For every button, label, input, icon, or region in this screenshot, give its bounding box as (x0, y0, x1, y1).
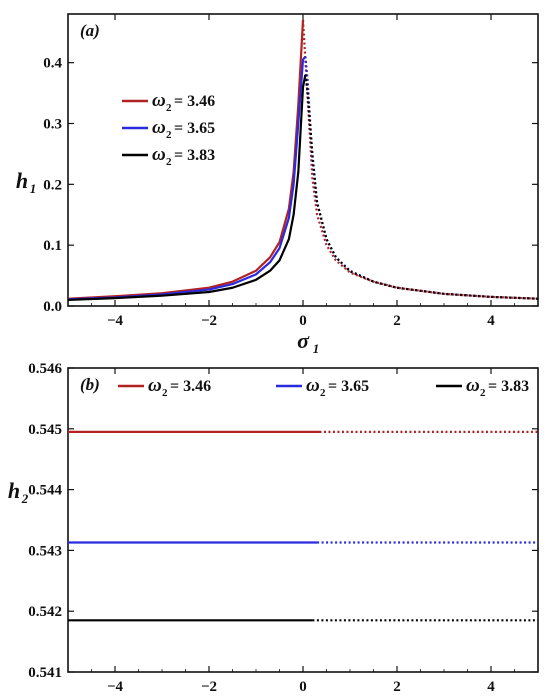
series-line-dotted (304, 56, 538, 300)
panel-a: −4 −2 0 2 40.00.10.20.30.4σ 1h 1(a)ω 2 = 3.46ω 2 =… (16, 13, 539, 356)
series-line-solid (68, 20, 305, 300)
y-tick-label: 0.541 (28, 665, 62, 681)
y-tick-label: 0.1 (43, 238, 62, 254)
x-tick-label: −4 (107, 679, 124, 695)
x-tick-label: −4 (107, 313, 124, 329)
legend-symbol-subscript: 2 (166, 102, 172, 114)
y-tick-label: 0.543 (28, 543, 62, 559)
legend-label: = 3.46 (170, 378, 211, 395)
y-tick-label: 0.542 (28, 604, 62, 620)
x-tick-label: 4 (487, 679, 495, 695)
legend-symbol: ω (152, 144, 166, 165)
x-axis-label: σ (297, 694, 310, 698)
legend-symbol-subscript: 2 (320, 387, 326, 399)
legend-label: = 3.65 (174, 120, 215, 137)
legend-label: = 3.46 (174, 93, 215, 110)
x-axis-label-subscript: 1 (313, 341, 320, 356)
legend-label: = 3.83 (488, 378, 529, 395)
legend-symbol-subscript: 2 (480, 387, 486, 399)
y-tick-label: 0.2 (43, 177, 62, 193)
x-tick-label: 0 (299, 313, 307, 329)
legend-symbol: ω (306, 375, 320, 396)
legend-symbol-subscript: 2 (162, 387, 168, 399)
y-tick-label: 0.4 (43, 56, 62, 72)
x-tick-label: −2 (201, 313, 217, 329)
y-axis-label: h (16, 168, 28, 193)
x-axis-label: σ (297, 328, 310, 353)
y-tick-label: 0.546 (28, 361, 62, 377)
y-axis-label-subscript: 1 (30, 181, 37, 196)
plot-frame (67, 367, 539, 673)
legend-symbol: ω (148, 375, 162, 396)
panel-label: (b) (80, 375, 100, 394)
x-tick-label: 4 (487, 313, 495, 329)
x-tick-label: −2 (201, 679, 217, 695)
series-line-solid (68, 74, 307, 302)
plot-area (68, 20, 538, 302)
y-axis-label-subscript: 2 (21, 491, 29, 506)
y-axis-label: h (8, 478, 20, 503)
y-tick-label: 0.545 (28, 422, 62, 438)
legend-symbol-subscript: 2 (166, 129, 172, 141)
panel-label: (a) (80, 21, 100, 40)
series-line-dotted (304, 74, 538, 300)
y-tick-label: 0.0 (43, 299, 62, 315)
plot-area (68, 430, 538, 622)
x-tick-label: 2 (393, 679, 401, 695)
panel-b: −4−20240.5410.5420.5430.5440.5450.546σ1h… (8, 361, 539, 698)
legend-label: = 3.83 (174, 147, 215, 164)
legend-label: = 3.65 (328, 378, 369, 395)
x-tick-label: 2 (393, 313, 401, 329)
y-tick-label: 0.544 (28, 483, 62, 499)
plot-frame (67, 13, 539, 307)
series-line-solid (68, 55, 307, 301)
legend-symbol: ω (152, 117, 166, 138)
legend-symbol: ω (152, 90, 166, 111)
series-line-dotted (301, 20, 538, 300)
x-tick-label: 0 (299, 679, 307, 695)
y-tick-label: 0.3 (43, 117, 62, 133)
legend-symbol-subscript: 2 (166, 156, 172, 168)
legend-symbol: ω (466, 375, 480, 396)
